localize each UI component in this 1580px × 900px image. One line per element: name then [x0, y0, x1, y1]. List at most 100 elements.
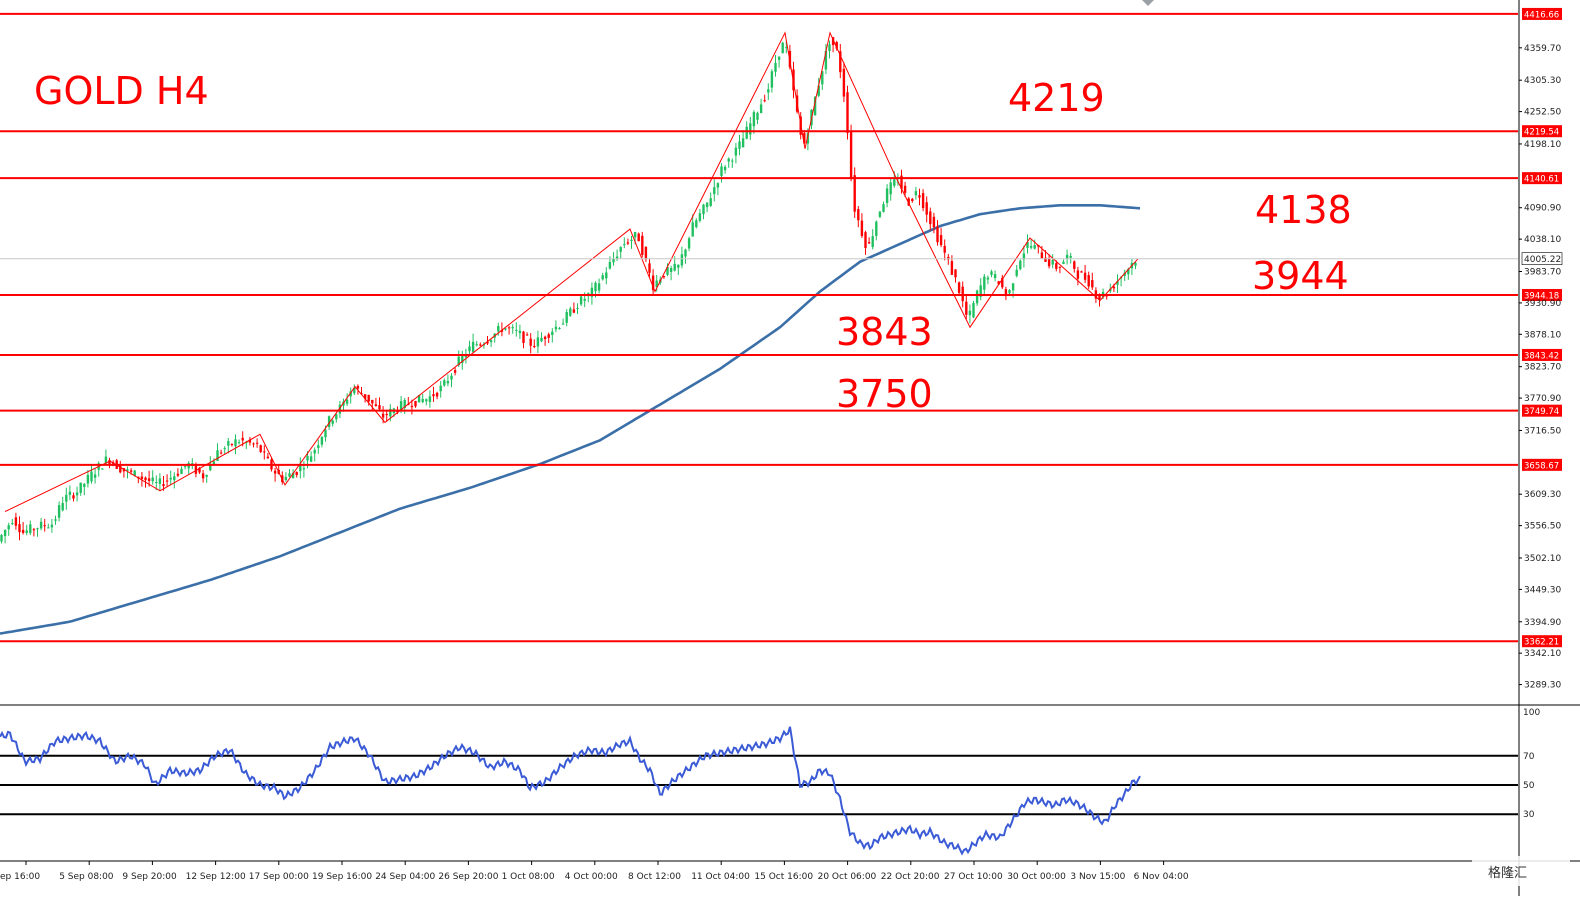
price-tick-label: 4090.90	[1524, 204, 1561, 214]
price-tick-label: 4198.10	[1524, 140, 1561, 150]
bull-candle	[975, 290, 979, 304]
bull-candle	[731, 160, 734, 162]
bull-candle	[914, 191, 918, 196]
bull-candle	[813, 96, 817, 116]
bull-candle	[151, 477, 154, 482]
watermark-box	[1472, 856, 1570, 886]
bear-candle	[1058, 266, 1062, 268]
bull-candle	[464, 355, 468, 358]
level-tag-label: 3749.74	[1524, 407, 1559, 417]
bear-candle	[943, 245, 946, 253]
bear-candle	[295, 472, 298, 476]
price-tick-label: 3983.70	[1524, 267, 1561, 277]
time-tick-label: 19 Sep 16:00	[312, 872, 372, 882]
watermark-text: 格隆汇	[1488, 865, 1527, 881]
bear-candle	[363, 394, 367, 399]
bear-candle	[147, 478, 151, 481]
bull-candle	[461, 355, 464, 363]
bull-candle	[29, 524, 32, 534]
bull-candle	[54, 519, 57, 521]
bull-candle	[601, 275, 604, 280]
bull-candle	[353, 387, 356, 394]
level-tag-label: 3944.18	[1524, 292, 1559, 302]
bull-candle	[399, 401, 403, 412]
bear-candle	[378, 405, 381, 410]
annotations-layer: GOLD H4 4219 4138 3944 3843 3750	[34, 69, 1352, 416]
bull-candle	[1026, 242, 1029, 248]
level-tag-label: 4219.54	[1524, 128, 1559, 138]
time-tick-label: 30 Oct 00:00	[1007, 872, 1066, 882]
price-tick-label: 3716.50	[1524, 426, 1561, 436]
bull-candle	[83, 483, 86, 487]
rsi-scale-label: 70	[1523, 752, 1535, 762]
price-tick-label: 3449.30	[1524, 585, 1561, 595]
bull-candle	[234, 439, 237, 447]
bull-candle	[1069, 255, 1072, 258]
bear-candle	[1047, 258, 1051, 267]
bull-candle	[885, 188, 889, 203]
bull-candle	[633, 232, 637, 238]
bull-candle	[1029, 246, 1033, 248]
bull-candle	[515, 329, 518, 331]
bear-candle	[903, 185, 907, 193]
rsi-scale-label: 100	[1523, 708, 1540, 718]
time-tick-label: ep 16:00	[0, 872, 40, 882]
bear-candle	[1001, 277, 1004, 288]
moving-average-line	[0, 204, 1141, 635]
bear-candle	[435, 392, 439, 397]
bull-candle	[677, 264, 680, 268]
time-tick-label: 5 Sep 08:00	[59, 872, 114, 882]
bear-candle	[252, 443, 255, 445]
bull-candle	[774, 62, 777, 72]
bear-candle	[932, 216, 936, 228]
bull-candle	[90, 471, 93, 482]
bear-candle	[860, 220, 864, 236]
annotation-4219: 4219	[1008, 76, 1105, 120]
bear-candle	[230, 443, 234, 445]
bull-candle	[36, 528, 39, 530]
bear-candle	[543, 336, 547, 340]
bull-candle	[777, 56, 781, 60]
bull-candle	[11, 523, 14, 525]
bear-candle	[410, 405, 414, 408]
bull-candle	[727, 158, 730, 162]
bull-candle	[212, 461, 216, 465]
annotation-4138: 4138	[1255, 188, 1352, 232]
bull-candle	[770, 71, 774, 88]
bull-candle	[327, 416, 331, 427]
rsi-scale-label: 50	[1523, 781, 1535, 791]
bull-candle	[720, 166, 723, 177]
bull-candle	[3, 529, 7, 537]
bear-candle	[835, 41, 838, 49]
bull-candle	[39, 521, 43, 529]
level-tag-3362.21	[1522, 635, 1562, 648]
price-tick-label: 3930.90	[1524, 299, 1561, 309]
bull-candle	[205, 474, 208, 477]
bull-candle	[817, 85, 820, 96]
bull-candle	[349, 391, 352, 397]
bull-candle	[680, 254, 684, 266]
bear-candle	[263, 451, 266, 453]
bull-candle	[25, 530, 28, 533]
bear-candle	[954, 269, 957, 278]
bull-candle	[882, 204, 885, 212]
bear-candle	[266, 456, 270, 459]
bear-candle	[414, 400, 417, 407]
bear-candle	[929, 211, 932, 225]
bear-candle	[1112, 286, 1116, 289]
bear-candle	[662, 276, 666, 278]
bear-candle	[507, 327, 511, 329]
bear-candle	[374, 404, 378, 406]
annotation-3750: 3750	[836, 372, 933, 416]
bull-candle	[511, 327, 514, 329]
bear-candle	[165, 480, 169, 482]
time-tick-label: 27 Oct 10:00	[944, 872, 1003, 882]
bull-candle	[335, 414, 338, 420]
bull-candle	[1033, 245, 1036, 249]
bull-candle	[57, 505, 61, 518]
bull-candle	[1123, 272, 1126, 276]
bull-candle	[590, 287, 594, 297]
bull-candle	[389, 408, 392, 417]
